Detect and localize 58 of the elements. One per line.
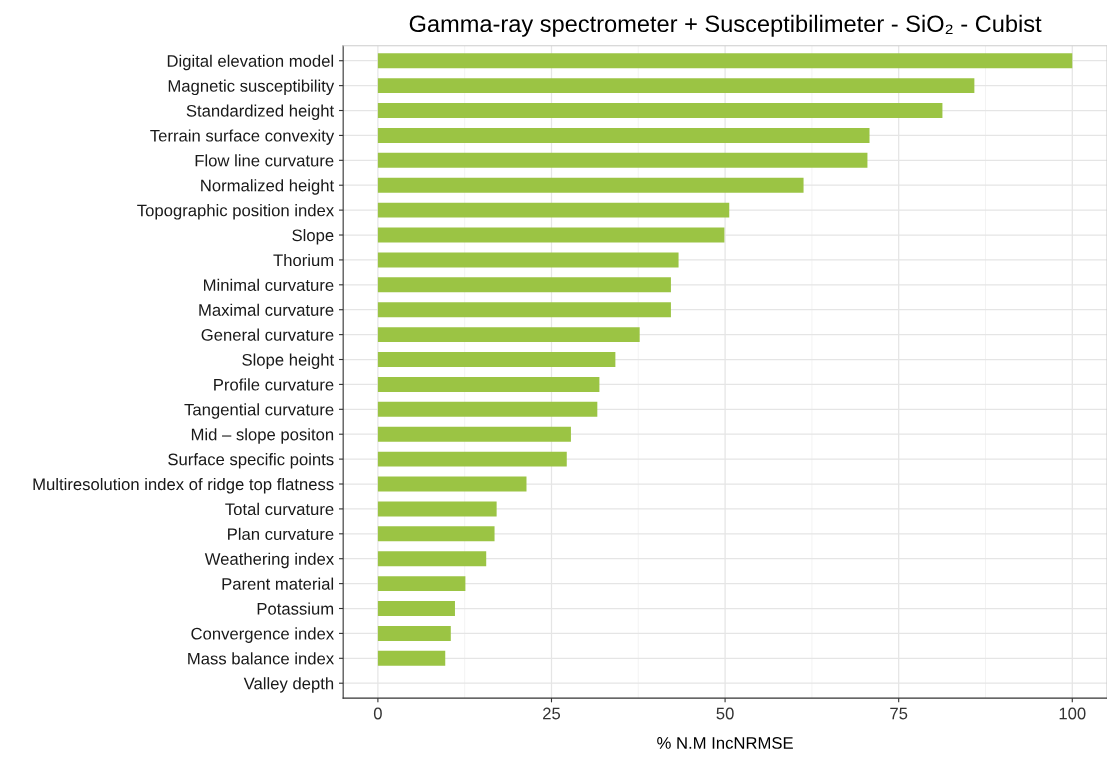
- y-tick-label: Flow line curvature: [195, 154, 334, 167]
- y-tick-label: Mass balance index: [188, 652, 334, 665]
- x-tick-label: 100: [1059, 707, 1086, 720]
- bar: [377, 401, 598, 417]
- y-tick-label: Convergence index: [191, 627, 334, 643]
- y-tick-label: Slope height: [242, 353, 335, 370]
- bar: [377, 625, 451, 641]
- bar: [377, 327, 640, 343]
- bar: [377, 127, 870, 143]
- bar: [377, 376, 600, 392]
- y-tick-label: Normalized height: [201, 179, 335, 195]
- y-tick-label: Valley depth: [243, 677, 334, 693]
- y-tick-label: Standardized height: [186, 104, 335, 121]
- y-tick-label: Mid – slope positon: [191, 428, 334, 444]
- y-tick-label: Maximal curvature: [199, 303, 334, 316]
- bar: [377, 476, 527, 492]
- bar: [377, 352, 616, 367]
- y-tick-label: Thorium: [273, 253, 334, 267]
- bar: [377, 650, 446, 666]
- x-axis-title: % N.M IncNRMSE: [657, 737, 793, 749]
- bar: [377, 103, 943, 118]
- y-tick-label: Minimal curvature: [204, 278, 334, 292]
- y-tick-label: Potassium: [257, 602, 334, 615]
- y-tick-label: Terrain surface convexity: [150, 129, 335, 145]
- y-tick-label: Digital elevation model: [167, 54, 334, 71]
- y-tick-label: Slope: [292, 228, 334, 245]
- bar: [377, 601, 455, 616]
- chart-title: Gamma-ray spectrometer + Susceptibilimeter - SiO₂ - Cubist: [409, 14, 1042, 37]
- bar: [377, 501, 497, 517]
- bar: [377, 152, 868, 168]
- bar: [377, 53, 1073, 69]
- bar: [377, 252, 679, 268]
- y-tick-label: Profile curvature: [214, 378, 334, 391]
- bar: [377, 526, 495, 542]
- y-tick-label: General curvature: [201, 328, 334, 341]
- bar: [377, 78, 975, 94]
- bar: [377, 227, 725, 243]
- bar: [377, 202, 730, 218]
- y-tick-label: Parent material: [222, 577, 334, 590]
- y-tick-label: Total curvature: [225, 502, 334, 516]
- bar: [377, 277, 671, 293]
- bar: [377, 551, 487, 567]
- bar: [377, 451, 567, 467]
- y-tick-label: Surface specific points: [168, 453, 334, 469]
- bar: [377, 576, 466, 592]
- bar: [377, 426, 571, 442]
- y-tick-label: Plan curvature: [228, 527, 334, 541]
- x-tick-label: 50: [716, 707, 734, 720]
- y-tick-label: Topographic position index: [137, 204, 334, 220]
- bar: [377, 177, 804, 193]
- x-tick-label: 75: [890, 707, 908, 720]
- x-tick-label: 25: [543, 707, 561, 720]
- y-tick-label: Tangential curvature: [184, 403, 334, 419]
- x-tick-label: 0: [373, 707, 382, 720]
- y-tick-label: Weathering index: [204, 552, 334, 569]
- bar: [377, 302, 671, 318]
- y-tick-label: Multiresolution index of ridge top flatness: [33, 477, 334, 494]
- y-tick-label: Magnetic susceptibility: [168, 79, 335, 96]
